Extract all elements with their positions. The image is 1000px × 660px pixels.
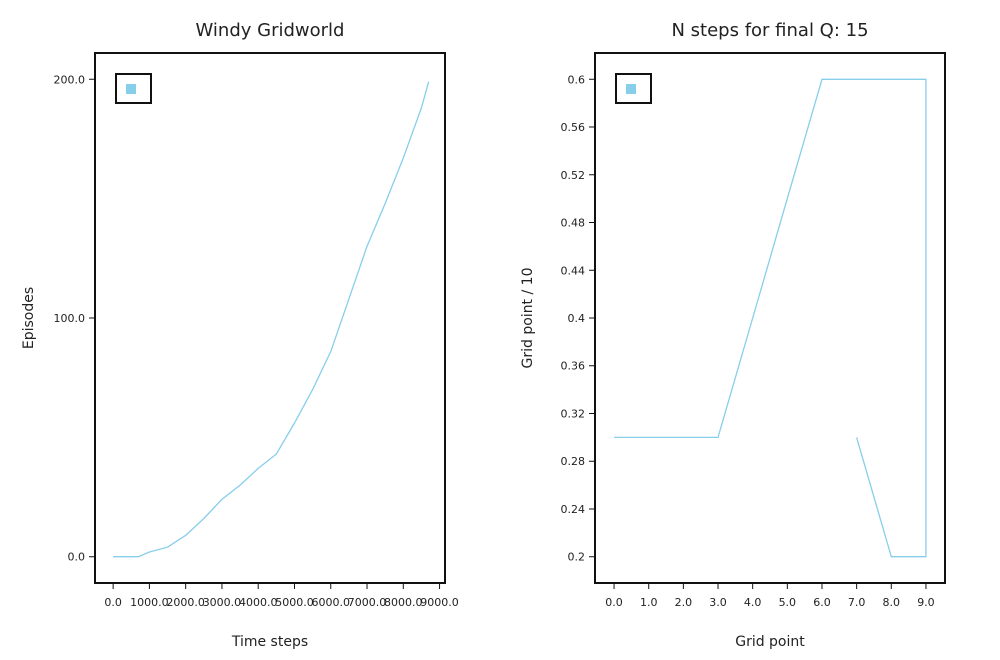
- x-tick-label: 5000.0: [275, 596, 314, 609]
- axis-ticks: 0.0 1.0 2.0 3.0 4.0 5.0 6.0 7.0 8.0 9.0 0.2 0.24 0.2…: [561, 73, 935, 609]
- y-tick-label: 0.48: [561, 217, 586, 230]
- x-tick-label: 5.0: [779, 596, 797, 609]
- x-tick-label: 2.0: [675, 596, 693, 609]
- x-tick-label: 0.0: [104, 596, 122, 609]
- y-tick-label: 0.52: [561, 169, 586, 182]
- plot-frame: [94, 52, 446, 584]
- x-tick-label: 4000.0: [239, 596, 278, 609]
- x-tick-label: 6000.0: [312, 596, 351, 609]
- legend-box: [115, 73, 152, 104]
- series-group: [614, 78, 927, 558]
- y-tick-label: 0.44: [561, 264, 586, 277]
- x-tick-label: 2000.0: [166, 596, 205, 609]
- y-axis-label: Grid point / 10: [520, 268, 536, 369]
- legend-swatch: [126, 84, 136, 94]
- y-tick-label: 0.56: [561, 121, 586, 134]
- x-tick-label: 3000.0: [203, 596, 242, 609]
- x-tick-label: 1000.0: [130, 596, 169, 609]
- y-tick-label: 0.0: [68, 551, 86, 564]
- x-tick-label: 4.0: [744, 596, 762, 609]
- chart-title: N steps for final Q: 15: [671, 20, 868, 41]
- legend-swatch: [626, 84, 636, 94]
- x-tick-label: 9000.0: [420, 596, 459, 609]
- x-tick-label: 6.0: [813, 596, 831, 609]
- axis-ticks: 0.0 1000.02000.03000.04000.05000.06000.07…: [54, 73, 459, 609]
- legend-box: [615, 73, 652, 104]
- series-line: [614, 78, 927, 558]
- x-tick-label: 8000.0: [384, 596, 423, 609]
- y-tick-label: 0.32: [561, 407, 586, 420]
- plot-frame: [594, 52, 946, 584]
- x-tick-label: 8.0: [883, 596, 901, 609]
- y-tick-label: 0.24: [561, 503, 586, 516]
- y-tick-label: 100.0: [54, 312, 86, 325]
- x-tick-label: 3.0: [709, 596, 727, 609]
- y-tick-label: 0.36: [561, 360, 586, 373]
- y-tick-label: 0.2: [568, 551, 586, 564]
- chart-title: Windy Gridworld: [196, 20, 345, 41]
- x-tick-label: 9.0: [917, 596, 935, 609]
- series-group: [113, 81, 430, 558]
- y-axis-label: Episodes: [21, 287, 37, 349]
- y-tick-label: 200.0: [54, 73, 86, 86]
- x-tick-label: 1.0: [640, 596, 658, 609]
- x-tick-label: 7000.0: [348, 596, 387, 609]
- x-tick-label: 7.0: [848, 596, 866, 609]
- episodes-chart: Windy Gridworld Time steps Episodes 0.0 1…: [21, 20, 459, 650]
- y-tick-label: 0.6: [568, 73, 586, 86]
- y-tick-label: 0.28: [561, 455, 586, 468]
- x-axis-label: Time steps: [231, 634, 308, 650]
- grid-point-chart: N steps for final Q: 15 Grid point Grid …: [520, 20, 946, 650]
- y-tick-label: 0.4: [568, 312, 586, 325]
- series-line: [113, 81, 430, 558]
- x-tick-label: 0.0: [605, 596, 623, 609]
- x-axis-label: Grid point: [735, 634, 805, 650]
